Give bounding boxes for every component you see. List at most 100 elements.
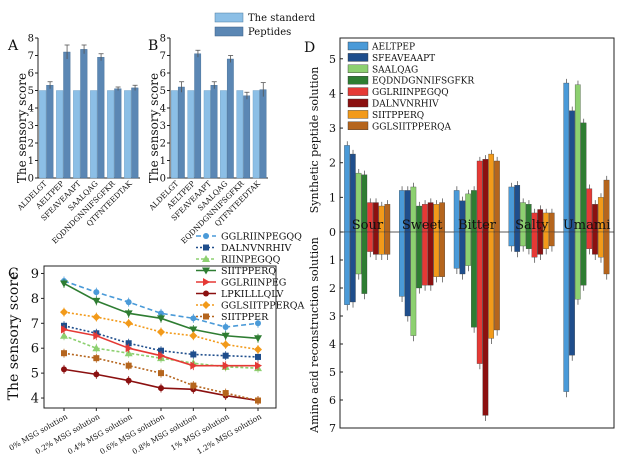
panel-label-a: A — [7, 38, 19, 54]
data-point-gglsiitpperqa — [124, 319, 133, 328]
legend-label: DALNVNRHIV — [372, 100, 439, 110]
legend-label: GGLRIINPEGQQ — [372, 88, 449, 98]
ylabel-b: The sensory score — [147, 73, 161, 183]
data-point-riinpegqq — [92, 344, 101, 352]
category-label: Bitter — [458, 218, 497, 233]
bar-top-gglsiitpperqa — [548, 212, 555, 233]
y-tick-label: 6 — [329, 394, 336, 407]
bar-b-standard — [187, 90, 195, 179]
legend-label-standard: The standerd — [248, 13, 316, 24]
data-point-gglriinpegqq — [255, 320, 261, 327]
panel-label-b: B — [148, 38, 158, 54]
x-tick-labels-a: ALDELGTAELTPEPSFEAVEAAPTSAALQAGEQDNDGNNI… — [15, 179, 134, 246]
bar-bottom-siitpperq — [543, 231, 549, 249]
legend-swatch — [347, 87, 369, 96]
y-ticks-b: 0 1 2 3 4 5 6 7 8 — [160, 34, 268, 185]
bar-bottom-eqdndgnnifsgfkr — [525, 231, 532, 249]
bar-bottom-gglriinpegqq — [367, 231, 373, 252]
data-point-gglriinpeg — [61, 325, 68, 334]
chart-panel-a: The sensory score 0 1 2 3 4 5 6 7 8 ALDELGTAELTP… — [15, 34, 140, 246]
data-point-dalnvnrhiv — [158, 347, 164, 354]
bar-bottom-aeltpep — [453, 231, 460, 269]
bar-bottom-aeltpep — [344, 231, 350, 305]
y-tick-label: 3 — [329, 310, 336, 323]
bar-bottom-gglsiitpperqa — [603, 231, 610, 275]
data-point-gglriinpegqq — [222, 324, 229, 331]
y-tick-label: 5 — [160, 86, 166, 97]
bar-a-peptide — [131, 87, 139, 179]
bar-bottom-saalqag — [520, 231, 526, 247]
bar-bottom-siitpperq — [433, 231, 440, 277]
y-tick-label: 2 — [329, 157, 336, 170]
data-point-siitpperq — [157, 315, 165, 323]
bar-b-peptide — [177, 86, 185, 179]
bar-b-standard — [220, 90, 227, 179]
y-tick-label: 3 — [28, 121, 34, 132]
plot-frame-d — [339, 37, 615, 429]
y-tick-label: 4 — [28, 104, 34, 115]
category-labels-d: Sour Sweet Bitter Salty Umami — [352, 218, 611, 233]
data-point-siitpperq — [60, 280, 68, 288]
bar-top-gglsiitpperqa — [384, 204, 391, 233]
y-tick-label: 7 — [160, 51, 166, 62]
data-point-siitpper — [158, 370, 164, 377]
data-point-dalnvnrhiv — [125, 340, 132, 347]
bar-bottom-gglsiitpperqa — [548, 231, 555, 247]
category-label: Sour — [352, 218, 384, 233]
data-point-gglriinpeg — [190, 361, 198, 370]
bar-bottom-aeltpep — [563, 231, 570, 392]
legend-label: DALNVNRHIV — [221, 243, 291, 254]
y-tick-label: 8 — [31, 292, 39, 307]
y-tick-label: 4 — [160, 104, 166, 115]
legend-marker — [202, 301, 210, 309]
legend-label: EQDNDGNNIFSGFKR — [372, 77, 474, 87]
category-label: Sweet — [402, 218, 443, 233]
y-tick-label: 4 — [31, 392, 39, 407]
bars-b — [171, 49, 267, 179]
bar-b-standard — [171, 90, 178, 179]
bar-b-peptide — [226, 58, 234, 179]
bars-a — [39, 44, 139, 179]
legend-label: AELTPEP — [371, 43, 415, 53]
legend-label-peptides: Peptides — [248, 27, 291, 38]
legend-label: SFEAVEAAPT — [372, 54, 435, 64]
bar-bottom-gglriinpegqq — [476, 231, 483, 364]
y-tick-label: 2 — [329, 282, 336, 295]
legend-marker — [203, 313, 209, 320]
bar-bottom-eqdndgnnifsgfkr — [361, 231, 368, 294]
bar-bottom-gglsiitpperqa — [439, 231, 445, 277]
bar-bottom-eqdndgnnifsgfkr — [416, 231, 422, 289]
y-tick-label: 5 — [329, 53, 336, 66]
bar-bottom-saalqag — [410, 231, 417, 336]
bar-b-standard — [236, 90, 244, 179]
bar-bottom-saalqag — [355, 231, 362, 275]
data-point-siitpper — [255, 397, 261, 404]
bar-bottom-gglsiitpperqa — [384, 231, 391, 255]
legend-swatch — [347, 121, 369, 131]
category-label: Salty — [515, 218, 549, 233]
data-point-siitpper — [93, 355, 100, 362]
y-tick-label: 6 — [160, 69, 166, 80]
y-tick-label: 2 — [28, 139, 34, 150]
data-point-lpkilllqlv — [158, 385, 164, 392]
y-tick-label: 9 — [31, 267, 39, 282]
bar-a-standard — [39, 90, 47, 179]
bar-b-peptide — [259, 89, 267, 179]
legend-marker — [202, 255, 210, 262]
y-tick-label: 0 — [329, 226, 336, 239]
y-tick-label: 1 — [329, 254, 336, 267]
data-point-gglriinpeg — [93, 331, 101, 340]
ylabel-a: The sensory score — [15, 73, 29, 183]
bar-bottom-dalnvnrhiv — [592, 231, 598, 255]
bar-top-saalqag — [574, 84, 581, 233]
ylabel-c: The sensory score — [6, 272, 22, 401]
data-point-siitpper — [61, 350, 67, 357]
data-point-siitpperq — [221, 332, 230, 340]
data-point-gglsiitpperqa — [221, 340, 230, 349]
data-point-gglriinpegqq — [158, 310, 164, 317]
bar-a-standard — [73, 90, 81, 179]
legend-label: GGLRIINPEGQQ — [221, 232, 302, 243]
bar-a-standard — [56, 90, 64, 179]
data-point-gglriinpegqq — [190, 315, 197, 322]
bar-b-peptide — [210, 85, 218, 179]
